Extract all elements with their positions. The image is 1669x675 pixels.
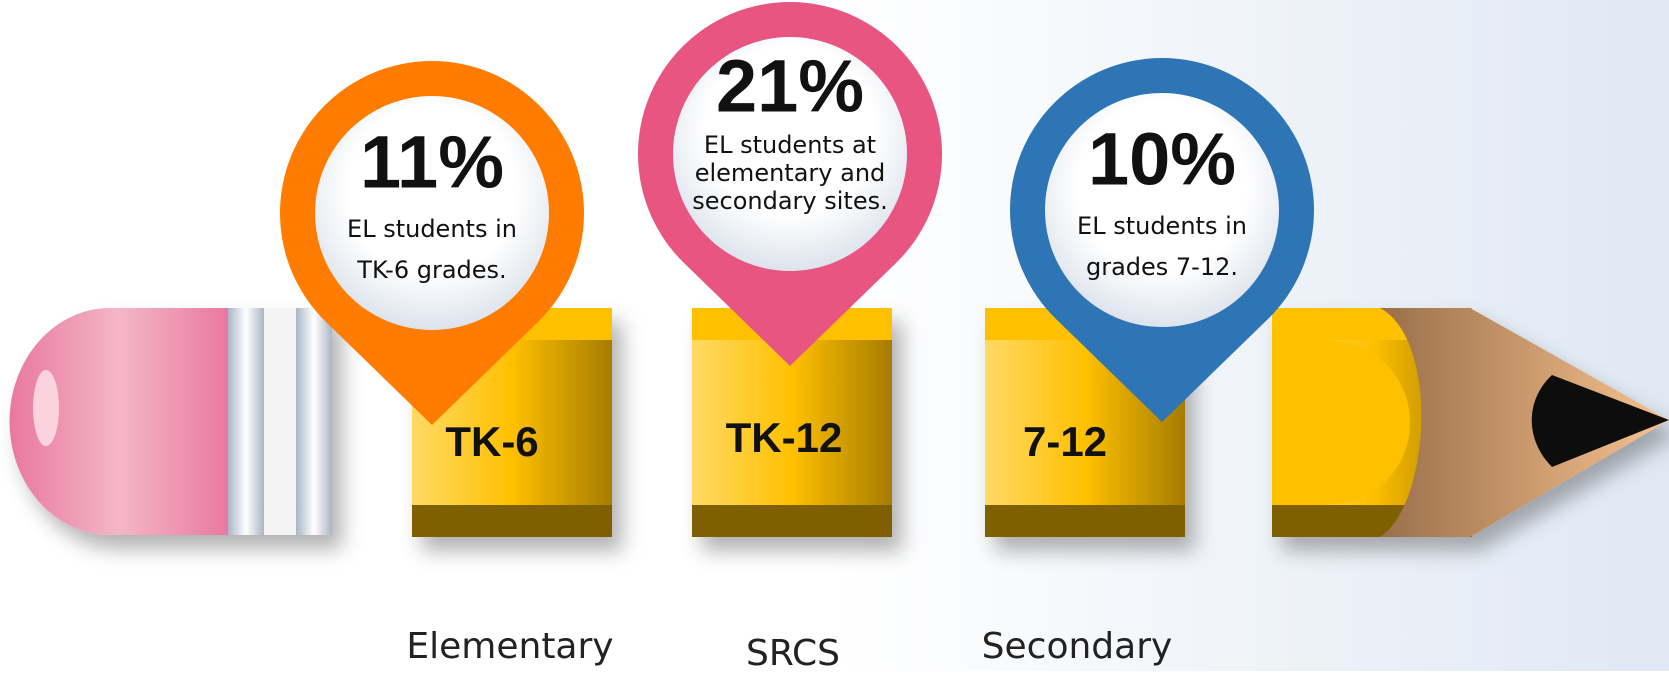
segment-caption: Secondary: [982, 626, 1173, 667]
segment-bottom: [692, 505, 892, 537]
pin-description: grades 7-12.: [1086, 253, 1238, 281]
segment-label: TK-6: [445, 418, 538, 465]
eraser: [10, 308, 332, 535]
infographic: TK-6 Elementary TK-12 SRCS 7-12 Secondary 11%…: [0, 0, 1669, 671]
pin-description: EL students in: [1077, 212, 1247, 240]
pin-percent: 11%: [360, 121, 504, 204]
pin-description: EL students in: [347, 215, 517, 243]
pin-description: EL students at: [704, 131, 876, 159]
pin-description: TK-6 grades.: [356, 256, 506, 284]
segment-caption: SRCS: [746, 633, 840, 671]
segment-bottom: [985, 505, 1185, 537]
pin-description: elementary and: [695, 159, 886, 187]
segment-caption: Elementary: [406, 626, 613, 667]
segment-bottom: [412, 505, 612, 537]
segment-label: 7-12: [1023, 418, 1107, 465]
segment-label: TK-12: [726, 414, 843, 461]
pin-description: secondary sites.: [692, 187, 887, 215]
pin-percent: 21%: [716, 45, 864, 128]
pin-percent: 10%: [1088, 118, 1236, 201]
